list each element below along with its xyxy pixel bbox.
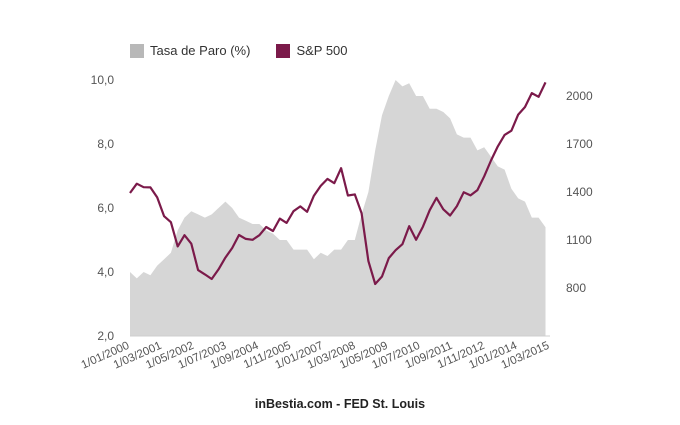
y-right-tick-label: 1100: [566, 233, 592, 247]
legend-item-sp500[interactable]: S&P 500: [276, 43, 348, 58]
y-left-tick-label: 2,0: [97, 329, 114, 343]
series-area-unemployment: [130, 80, 546, 336]
y-left-tick-label: 8,0: [97, 137, 114, 151]
y-left-tick-label: 10,0: [91, 73, 115, 87]
y-right-tick-label: 800: [566, 281, 586, 295]
legend-swatch-unemployment: [130, 43, 144, 58]
series-line-sp500: [129, 81, 547, 286]
y-right-tick-label: 2000: [566, 89, 593, 103]
legend-label-sp500: S&P 500: [296, 43, 348, 58]
legend-label-unemployment: Tasa de Paro (%): [150, 43, 251, 58]
legend: Tasa de Paro (%) S&P 500: [130, 43, 374, 58]
legend-swatch-sp500: [276, 43, 291, 58]
y-left-tick-label: 6,0: [97, 201, 114, 215]
y-left-tick-label: 4,0: [97, 265, 114, 279]
legend-item-unemployment[interactable]: Tasa de Paro (%): [130, 43, 250, 58]
y-right-tick-label: 1700: [566, 137, 593, 151]
y-right-tick-label: 1400: [566, 185, 593, 199]
source-credit: inBestia.com - FED St. Louis: [254, 397, 426, 411]
